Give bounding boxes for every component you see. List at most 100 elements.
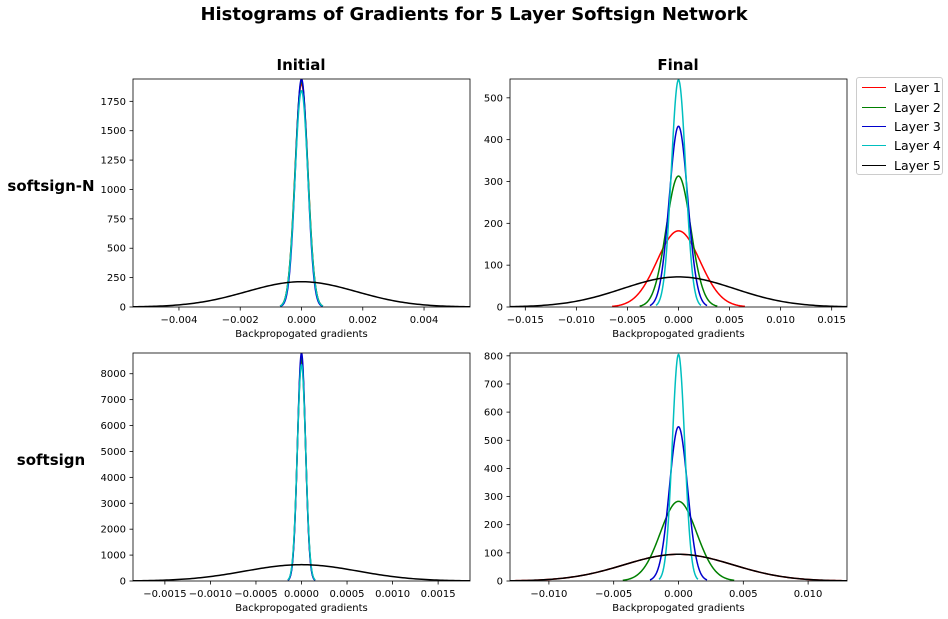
panel-softsign-initial: −0.0015 −0.0010 −0.0005 0.0000 0.0005 0.0010 0… — [101, 352, 471, 614]
series-layer-5 — [133, 280, 470, 307]
x-tick-label: −0.0010 — [189, 589, 232, 600]
series-layer-4 — [279, 89, 324, 307]
row-label-softsign: softsign — [16, 451, 86, 469]
series-layer-3 — [279, 79, 324, 307]
series-layer-4 — [655, 79, 702, 306]
x-tick-label: −0.010 — [530, 589, 567, 600]
legend: Layer 1 Layer 2 Layer 3 Layer 4 Layer 5 — [856, 77, 943, 175]
y-tick-label: 700 — [484, 379, 503, 390]
series-layer-3 — [287, 353, 316, 581]
x-tick-label: −0.005 — [609, 315, 646, 326]
legend-item-layer-2: Layer 2 — [857, 97, 942, 116]
x-tick-label: 0.010 — [794, 589, 823, 600]
y-tick-label: 100 — [484, 548, 503, 559]
x-tick-label: −0.004 — [160, 315, 197, 326]
series-layer-2 — [279, 80, 324, 307]
series-layer-4 — [287, 363, 316, 581]
y-tick-label: 7000 — [101, 395, 126, 406]
x-tick-label: −0.015 — [507, 315, 544, 326]
x-tick-label: 0.0010 — [375, 589, 410, 600]
y-tick-label: 1500 — [101, 126, 126, 137]
x-axis-label: Backpropogated gradients — [612, 603, 745, 614]
x-tick-label: 0.0015 — [421, 589, 456, 600]
y-tick-label: 400 — [484, 135, 503, 146]
x-tick-label: −0.0015 — [143, 589, 186, 600]
y-tick-label: 500 — [484, 93, 503, 104]
y-tick-label: 200 — [484, 520, 503, 531]
legend-label: Layer 2 — [894, 99, 941, 115]
legend-item-layer-3: Layer 3 — [857, 117, 942, 136]
y-tick-label: 2000 — [101, 525, 126, 536]
x-tick-label: −0.002 — [222, 315, 259, 326]
y-tick-label: 1250 — [101, 156, 126, 167]
axes-frame — [509, 352, 848, 582]
series-layer-5 — [510, 553, 847, 581]
y-tick-label: 300 — [484, 492, 503, 503]
column-title-final: Final — [657, 56, 699, 74]
y-tick-label: 500 — [484, 436, 503, 447]
y-tick-label: 0 — [497, 577, 503, 588]
series-layer-1 — [510, 553, 847, 581]
axes-frame — [509, 78, 848, 308]
x-tick-label: −0.005 — [595, 589, 632, 600]
series-layer-3 — [649, 425, 708, 581]
x-tick-label: 0.015 — [817, 315, 846, 326]
panel-softsign-n-initial: −0.004 −0.002 0.000 0.002 0.004 0 250 500 750 100… — [101, 78, 471, 340]
y-tick-label: 1750 — [101, 97, 126, 108]
series-layer-2 — [287, 357, 316, 581]
y-tick-label: 0 — [497, 303, 503, 314]
series-layer-2 — [622, 500, 735, 581]
y-tick-label: 6000 — [101, 421, 126, 432]
y-tick-label: 3000 — [101, 499, 126, 510]
y-tick-label: 1000 — [101, 185, 126, 196]
y-tick-label: 750 — [107, 214, 126, 225]
y-tick-label: 800 — [484, 351, 503, 362]
x-axis-label: Backpropogated gradients — [235, 329, 368, 340]
y-tick-label: 500 — [107, 244, 126, 255]
series-layer-1 — [287, 359, 316, 581]
x-tick-label: 0.0000 — [284, 589, 319, 600]
legend-label: Layer 4 — [894, 138, 941, 154]
legend-swatch — [862, 164, 886, 166]
legend-item-layer-5: Layer 5 — [857, 156, 942, 175]
legend-item-layer-4: Layer 4 — [857, 136, 942, 155]
legend-label: Layer 3 — [894, 118, 941, 134]
axes-frame — [132, 78, 471, 308]
x-tick-label: 0.005 — [729, 589, 758, 600]
figure-title: Histograms of Gradients for 5 Layer Soft… — [200, 4, 748, 25]
x-tick-label: −0.010 — [558, 315, 595, 326]
series-layer-1 — [612, 230, 745, 307]
row-label-softsign-n: softsign-N — [7, 177, 95, 195]
series-layer-4 — [658, 353, 699, 580]
legend-swatch — [862, 145, 886, 147]
y-tick-label: 4000 — [101, 473, 126, 484]
y-tick-label: 0 — [120, 303, 126, 314]
legend-swatch — [862, 106, 886, 108]
x-tick-label: 0.000 — [664, 589, 693, 600]
y-tick-label: 300 — [484, 177, 503, 188]
y-tick-label: 1000 — [101, 551, 126, 562]
y-tick-label: 100 — [484, 261, 503, 272]
series-layer-5 — [133, 563, 470, 581]
x-tick-label: 0.002 — [348, 315, 377, 326]
column-title-initial: Initial — [276, 56, 326, 74]
x-tick-label: 0.000 — [664, 315, 693, 326]
x-tick-label: 0.000 — [287, 315, 316, 326]
y-tick-label: 250 — [107, 273, 126, 284]
x-axis-label: Backpropogated gradients — [235, 603, 368, 614]
series-layer-2 — [639, 175, 718, 307]
y-tick-label: 400 — [484, 464, 503, 475]
series-layer-1 — [279, 82, 324, 307]
panel-softsign-n-final: −0.015 −0.010 −0.005 0.000 0.005 0.010 0.015 0 1… — [484, 78, 848, 340]
series-layer-3 — [649, 125, 708, 307]
y-tick-label: 5000 — [101, 447, 126, 458]
y-tick-label: 0 — [120, 577, 126, 588]
x-tick-label: 0.004 — [410, 315, 439, 326]
y-tick-label: 8000 — [101, 369, 126, 380]
legend-label: Layer 1 — [894, 80, 941, 96]
x-axis-label: Backpropogated gradients — [612, 329, 745, 340]
series-layer-5 — [510, 276, 847, 307]
legend-label: Layer 5 — [894, 157, 941, 173]
legend-item-layer-1: Layer 1 — [857, 78, 942, 97]
y-tick-label: 200 — [484, 219, 503, 230]
